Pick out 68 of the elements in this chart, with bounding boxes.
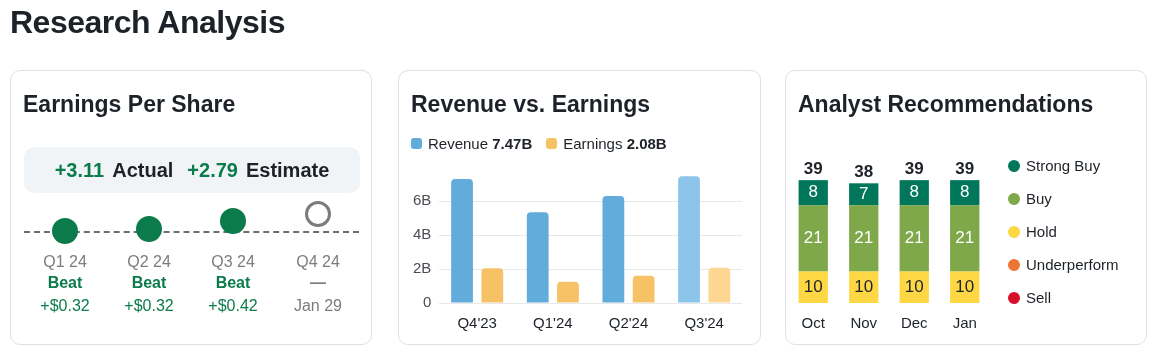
legend-label: Buy [1026,190,1052,207]
text: +2.79 [187,158,238,182]
text: +$0.32 [123,297,175,315]
bar [632,275,655,303]
bar [557,281,579,303]
bar [849,205,879,272]
text: +$0.32 [39,297,91,315]
category-label: Q4 24 [295,253,341,271]
bar [526,212,549,303]
y-tick-label: 0 [423,293,432,311]
chart-title: Analyst Recommendations [798,91,1094,118]
text: +3.11 [54,158,105,182]
x-tick-label: Nov [850,314,878,332]
total-label: 39 [955,158,975,178]
bar [708,267,731,303]
total-label: 38 [854,161,874,181]
x-tick-label: Q3'24 [684,314,724,332]
bar [950,205,980,272]
text: Beat [46,274,84,292]
text: Earnings Per Share [23,91,236,118]
text: — [309,274,327,292]
bar [798,205,828,272]
data-label: 8 [909,182,919,202]
data-label: 8 [808,182,818,202]
bar [602,196,625,303]
x-tick-label: Dec [900,314,929,332]
data-label: 21 [854,228,874,248]
data-label: 10 [854,276,874,296]
y-tick-label: 6B [412,191,432,209]
legend-label: Sell [1026,289,1052,306]
y-tick-label: 4B [412,225,432,243]
bar [899,205,929,272]
data-label: 7 [859,184,869,204]
data-label: 21 [803,228,823,248]
legend-label: Underperform [1026,256,1119,273]
bar [451,179,473,303]
x-tick-label: Q2'24 [608,314,649,332]
data-label: 8 [960,182,970,202]
text: +$0.42 [207,297,259,315]
y-tick-label: 2B [412,259,432,277]
bar [849,183,879,206]
text: Jan 29 [292,297,343,315]
x-tick-label: Jan [952,314,977,332]
bar [678,176,700,303]
total-label: 39 [803,158,823,178]
data-label: 21 [955,228,975,248]
text: Estimate [245,158,330,182]
x-tick-label: Oct [801,314,826,332]
text: Research Analysis [10,4,285,41]
data-label: 21 [904,228,924,248]
text: Beat [130,274,168,292]
data-label: 10 [904,276,924,296]
text: Beat [214,274,252,292]
legend-label: Strong Buy [1026,157,1101,174]
data-label: 10 [955,276,975,296]
category-label: Q1 24 [42,253,88,271]
x-tick-label: Q4'23 [457,314,497,332]
data-label: 10 [803,276,823,296]
legend-label: Earnings 2.08B [563,135,667,152]
chart-title: Revenue vs. Earnings [411,91,651,118]
bar [481,268,504,303]
legend-label: Revenue 7.47B [428,135,533,152]
text: Actual [112,158,174,182]
x-tick-label: Q1'24 [533,314,573,332]
legend-label: Hold [1026,223,1057,240]
total-label: 39 [904,158,924,178]
category-label: Q2 24 [126,253,172,271]
category-label: Q3 24 [210,253,256,271]
